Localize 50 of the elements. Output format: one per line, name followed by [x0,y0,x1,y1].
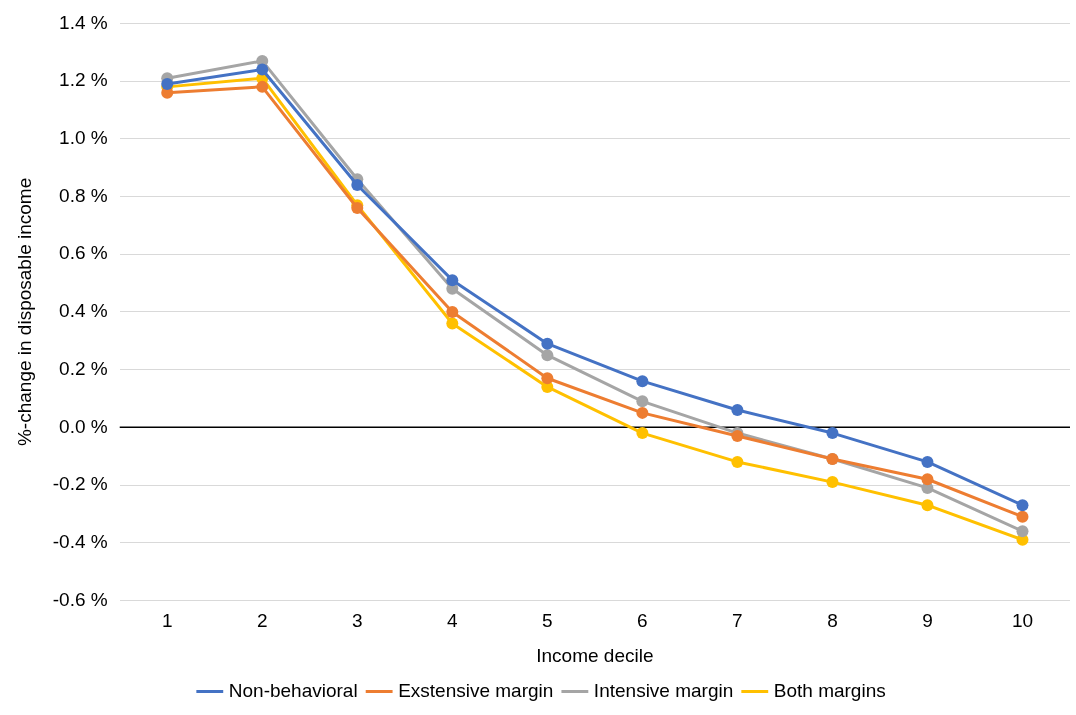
x-tick-label: 2 [256,610,268,632]
y-tick-label: -0.6 % [52,588,108,610]
point [446,317,459,330]
x-tick-label: 3 [352,610,363,632]
x-tick-label: 4 [447,610,459,632]
legend-label: Non-behavioral [228,679,358,701]
point [636,427,649,440]
x-tick-label: 1 [161,610,173,632]
point [921,455,934,468]
x-tick-label: 10 [1011,610,1034,632]
y-tick-label: 0.0 % [59,415,108,437]
x-tick-label: 9 [922,610,933,632]
point [256,80,269,93]
x-tick-label: 7 [732,610,743,632]
legend-label: Intensive margin [593,679,734,701]
y-tick-label: 0.4 % [59,300,108,322]
point [446,274,459,287]
point [351,178,364,191]
x-tick-label: 8 [827,610,838,632]
y-tick-label: 1.2 % [59,69,108,91]
y-tick-label: -0.2 % [52,473,108,495]
point [541,349,554,362]
point [1016,525,1029,538]
point [826,476,839,489]
legend-label: Both margins [773,679,886,701]
x-tick-label: 5 [542,610,553,632]
point [541,372,554,385]
y-tick-label: 0.2 % [59,357,108,379]
point [541,337,554,350]
point [636,395,649,408]
point [1016,510,1029,523]
point [636,406,649,419]
point [731,403,744,416]
y-tick-label: 1.0 % [59,127,108,149]
point [921,499,934,512]
y-tick-label: 0.8 % [59,184,108,206]
point [731,455,744,468]
point [256,63,269,76]
y-axis-title: %-change in disposable income [13,177,35,447]
y-tick-label: 0.6 % [59,242,108,264]
point [636,375,649,388]
point [921,473,934,486]
legend-label: Exstensive margin [398,679,554,701]
point [826,427,839,440]
point [446,305,459,318]
x-axis-title: Income decile [536,644,654,666]
y-tick-label: -0.4 % [52,530,108,552]
x-tick-label: 6 [637,610,648,632]
y-tick-label: 1.4 % [59,11,108,33]
point [1016,499,1029,512]
